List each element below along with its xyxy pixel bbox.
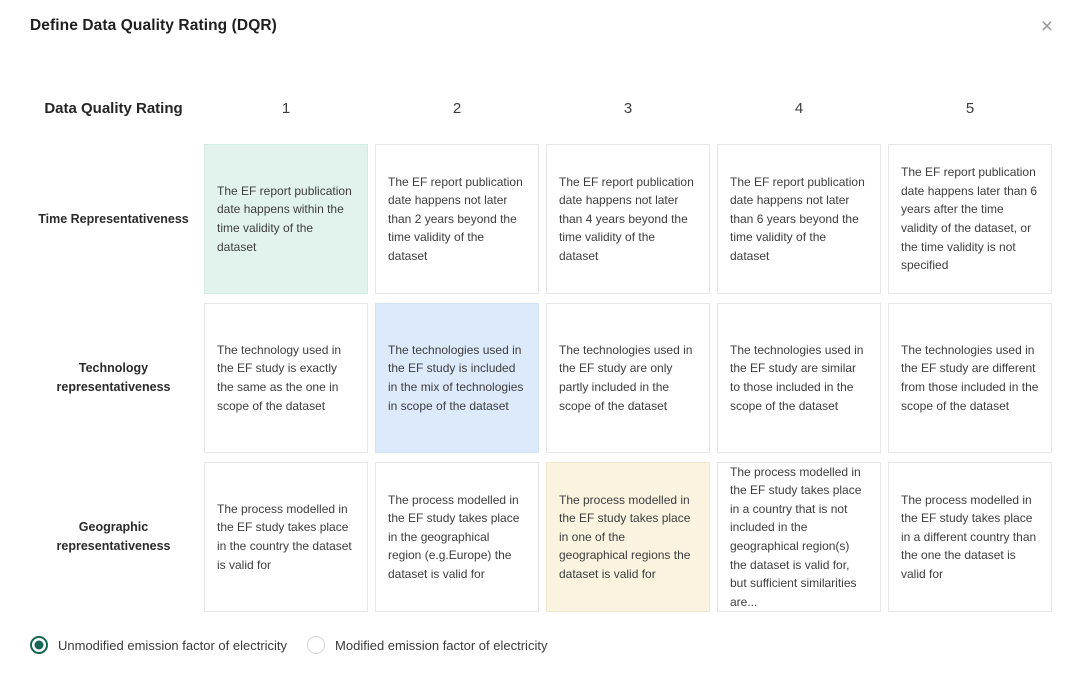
- dialog-title: Define Data Quality Rating (DQR): [30, 17, 277, 34]
- dqr-cell-r2c3[interactable]: The technologies used in the EF study ar…: [546, 303, 710, 453]
- row-label-technology-representativeness: Technology representativeness: [56, 361, 171, 394]
- dqr-cell-r3c1[interactable]: The process modelled in the EF study tak…: [204, 462, 368, 612]
- dqr-cell-r3c2[interactable]: The process modelled in the EF study tak…: [375, 462, 539, 612]
- dqr-cell-r1c1[interactable]: The EF report publication date happens w…: [204, 144, 368, 294]
- dqr-cell-r1c5[interactable]: The EF report publication date happens l…: [888, 144, 1052, 294]
- dqr-cell-r2c1[interactable]: The technology used in the EF study is e…: [204, 303, 368, 453]
- dqr-cell-r1c3[interactable]: The EF report publication date happens n…: [546, 144, 710, 294]
- dqr-table-header: Data Quality Rating 1 2 3 4 5: [30, 98, 1052, 118]
- dqr-cell-r3c3[interactable]: The process modelled in the EF study tak…: [546, 462, 710, 612]
- close-icon[interactable]: ×: [1040, 15, 1054, 38]
- dqr-cell-r1c2[interactable]: The EF report publication date happens n…: [375, 144, 539, 294]
- corner-header: Data Quality Rating: [44, 99, 183, 117]
- dqr-cell-r2c5[interactable]: The technologies used in the EF study ar…: [888, 303, 1052, 453]
- dqr-cell-r1c4[interactable]: The EF report publication date happens n…: [717, 144, 881, 294]
- dqr-cell-r3c4[interactable]: The process modelled in the EF study tak…: [717, 462, 881, 612]
- dqr-cell-r2c2[interactable]: The technologies used in the EF study is…: [375, 303, 539, 453]
- column-header-3: 3: [623, 99, 633, 117]
- dqr-cell-r3c5[interactable]: The process modelled in the EF study tak…: [888, 462, 1052, 612]
- column-header-4: 4: [794, 99, 804, 117]
- radio-unmodified-emission-factor[interactable]: [30, 636, 48, 654]
- column-header-5: 5: [965, 99, 975, 117]
- dqr-cell-r2c4[interactable]: The technologies used in the EF study ar…: [717, 303, 881, 453]
- dqr-table-body: Time Representativeness The EF report pu…: [30, 144, 1052, 612]
- radio-unmodified-label: Unmodified emission factor of electricit…: [58, 637, 288, 653]
- radio-modified-label: Modified emission factor of electricity: [335, 637, 548, 653]
- dqr-table: Data Quality Rating 1 2 3 4 5 Time Repre…: [30, 98, 1052, 612]
- row-label-time-representativeness: Time Representativeness: [38, 211, 189, 226]
- row-label-geographic-representativeness: Geographic representativeness: [56, 520, 171, 553]
- column-header-1: 1: [281, 99, 291, 117]
- column-header-2: 2: [452, 99, 462, 117]
- emission-factor-radio-group: Unmodified emission factor of electricit…: [30, 636, 567, 654]
- radio-modified-emission-factor[interactable]: [307, 636, 326, 654]
